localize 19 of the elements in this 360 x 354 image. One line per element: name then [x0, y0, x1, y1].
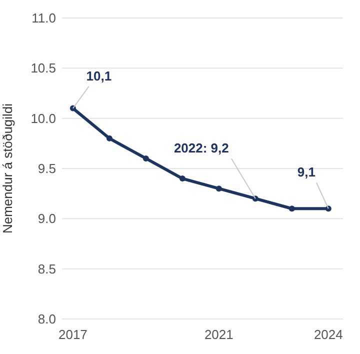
y-tick-label: 10.5 [30, 60, 56, 76]
point [106, 135, 112, 142]
y-tick-label: 11.0 [32, 10, 56, 26]
annotation: 2022: 9,2 [174, 140, 229, 156]
point [288, 206, 295, 212]
point [216, 186, 222, 192]
y-tick-label: 8.0 [38, 312, 56, 327]
annotation: 10,1 [86, 68, 112, 84]
point [142, 155, 149, 162]
y-axis-title: Nemendur á stöðugildi [0, 103, 15, 234]
point [179, 176, 186, 182]
y-tick-label: 9.5 [38, 161, 56, 176]
x-tick-label: 2021 [204, 327, 234, 342]
x-tick-label: 2017 [58, 327, 88, 342]
y-tick-label: 8.5 [38, 261, 56, 276]
annotation: 9,1 [297, 164, 316, 180]
x-tick-label: 2024 [314, 327, 343, 342]
y-tick-label: 9.0 [38, 211, 56, 226]
y-tick-label: 10.0 [30, 110, 56, 126]
